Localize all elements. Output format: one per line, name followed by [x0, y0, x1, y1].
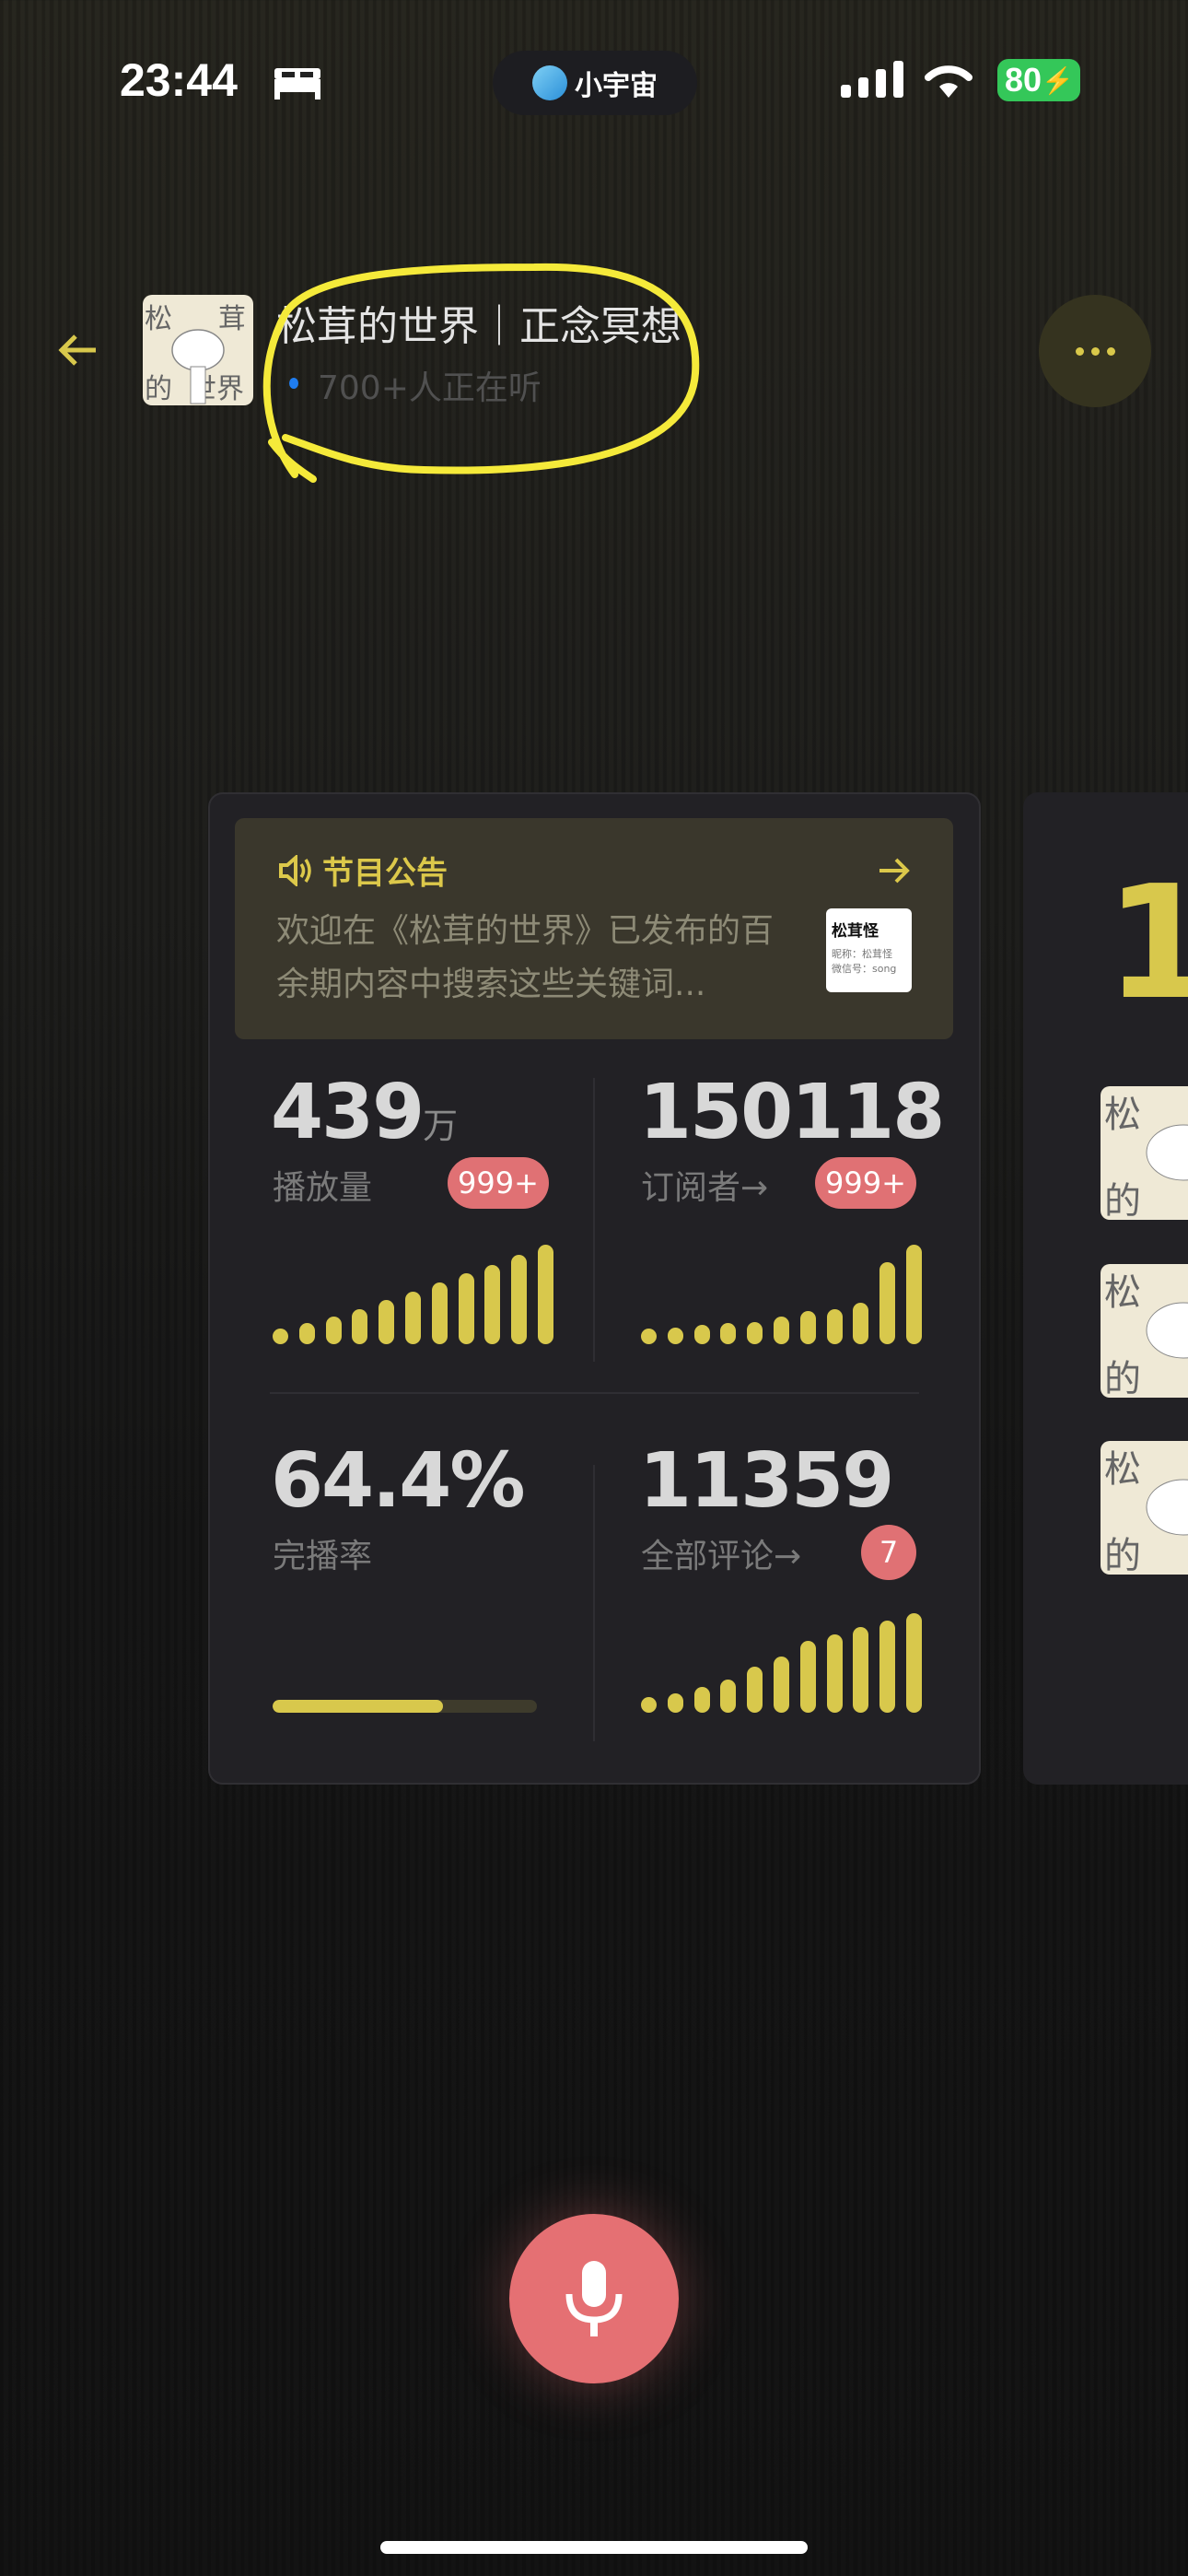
chart-bar — [667, 1327, 683, 1344]
comments-badge: 7 — [861, 1525, 916, 1580]
chart-bar — [720, 1679, 737, 1713]
chart-bar — [906, 1613, 922, 1713]
chart-bar — [826, 1308, 843, 1344]
completion-value: 64.4% — [271, 1437, 525, 1525]
chart-bar — [641, 1697, 657, 1713]
chart-bar — [273, 1329, 288, 1344]
chart-bar — [747, 1666, 763, 1713]
bed-icon — [274, 68, 320, 100]
live-dot — [289, 378, 298, 389]
chart-bar — [538, 1245, 553, 1344]
arrow-left-icon[interactable] — [55, 327, 101, 373]
chart-bar — [826, 1634, 843, 1713]
chart-bar — [667, 1692, 683, 1713]
plays-chart — [273, 1243, 558, 1344]
subscribers-badge: 999+ — [815, 1157, 916, 1209]
dynamic-island[interactable]: 小宇宙 — [493, 51, 697, 115]
chart-bar — [853, 1627, 869, 1713]
announcement-title: 节目公告 — [322, 855, 448, 892]
chart-bar — [799, 1641, 816, 1713]
next-card-number: 1 — [1105, 852, 1188, 1035]
chart-bar — [693, 1324, 710, 1344]
chart-bar — [641, 1329, 657, 1344]
listener-count: 700+人正在听 — [318, 369, 542, 407]
chart-bar — [720, 1323, 737, 1344]
island-app-name: 小宇宙 — [575, 70, 658, 102]
planet-icon — [532, 65, 567, 100]
announcement-text: 欢迎在《松茸的世界》已发布的百余期内容中搜索这些关键词... — [276, 912, 775, 1003]
svg-text:的: 的 — [145, 373, 172, 405]
chart-bar — [352, 1308, 368, 1344]
chart-bar — [458, 1273, 474, 1344]
subscribers-chart — [641, 1243, 926, 1344]
chart-bar — [799, 1311, 816, 1344]
chart-bar — [405, 1292, 421, 1344]
completion-progress — [273, 1700, 537, 1713]
svg-text:松: 松 — [145, 303, 172, 335]
svg-text:的: 的 — [1104, 1535, 1141, 1575]
episode-avatar[interactable]: 松的 — [1101, 1086, 1188, 1220]
chart-bar — [906, 1245, 922, 1344]
comments-value: 11359 — [639, 1437, 894, 1525]
chart-bar — [774, 1316, 789, 1344]
chart-bar — [298, 1322, 315, 1344]
microphone-icon — [565, 2261, 623, 2336]
chart-bar — [774, 1657, 789, 1713]
battery-indicator: 80 ⚡ — [997, 59, 1080, 101]
comments-link[interactable]: 全部评论→ — [641, 1538, 802, 1575]
status-time: 23:44 — [120, 54, 238, 106]
svg-text:松: 松 — [1104, 1448, 1141, 1491]
ellipsis-icon — [1075, 346, 1084, 356]
svg-text:松: 松 — [1104, 1094, 1141, 1136]
chart-bar — [484, 1264, 501, 1344]
mic-button[interactable] — [509, 2214, 679, 2383]
svg-text:茸: 茸 — [218, 303, 246, 335]
chart-bar — [431, 1282, 448, 1344]
chart-bar — [511, 1254, 528, 1344]
svg-text:松: 松 — [1104, 1271, 1141, 1314]
chart-bar — [879, 1621, 896, 1713]
episode-avatar[interactable]: 松的 — [1101, 1441, 1188, 1575]
chart-bar — [693, 1686, 710, 1713]
divider — [270, 1392, 919, 1394]
svg-text:的: 的 — [1104, 1358, 1141, 1398]
subscribers-link[interactable]: 订阅者→ — [641, 1169, 769, 1207]
plays-badge: 999+ — [448, 1157, 549, 1209]
speaker-icon — [279, 855, 311, 886]
chart-bar — [379, 1300, 395, 1344]
chart-bar — [747, 1322, 763, 1344]
chart-bar — [325, 1316, 342, 1344]
arrow-right-icon[interactable] — [878, 855, 911, 886]
divider — [593, 1465, 595, 1741]
home-indicator[interactable] — [380, 2541, 808, 2554]
podcast-avatar[interactable]: 松茸的世界 — [143, 295, 253, 405]
podcast-title: 松茸的世界｜正念冥想 — [276, 303, 681, 350]
svg-text:的: 的 — [1104, 1180, 1141, 1220]
divider — [593, 1078, 595, 1362]
wifi-icon — [925, 65, 973, 98]
subscribers-value: 150118 — [639, 1069, 945, 1156]
chart-bar — [879, 1262, 896, 1344]
chart-bar — [853, 1302, 869, 1344]
announcement-thumbnail[interactable]: 松茸怪 昵称：松茸怪 微信号：song — [826, 908, 912, 992]
annotation-circle — [262, 263, 700, 483]
completion-label: 完播率 — [273, 1538, 373, 1575]
plays-label: 播放量 — [273, 1169, 373, 1207]
plays-value: 439万 — [271, 1069, 459, 1156]
comments-chart — [641, 1611, 926, 1713]
episode-avatar[interactable]: 松的 — [1101, 1264, 1188, 1398]
signal-icon — [841, 61, 903, 98]
more-button[interactable] — [1039, 295, 1151, 407]
